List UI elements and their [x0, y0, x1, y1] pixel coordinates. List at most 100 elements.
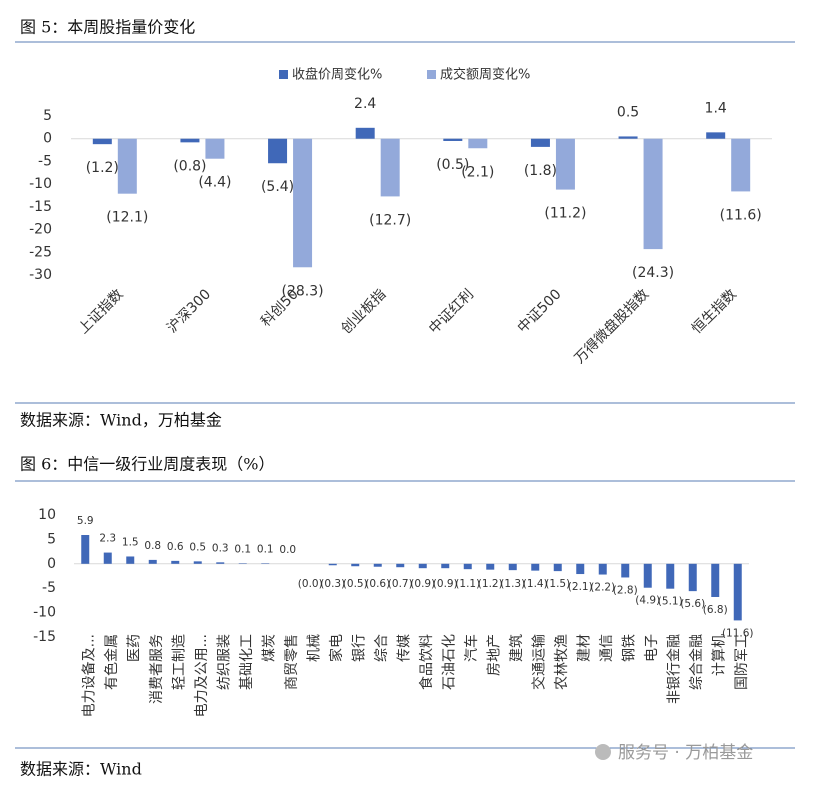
value-label: 0.6 [167, 541, 184, 553]
bar [706, 132, 726, 139]
x-tick-label: 石油石化 [441, 634, 457, 690]
bar [180, 138, 200, 143]
bar [126, 556, 135, 564]
x-tick-label: 综合 [374, 634, 390, 662]
value-label: (0.6) [365, 578, 390, 590]
value-label: (2.1) [461, 164, 494, 180]
bar [468, 138, 488, 149]
y-tick-label: -20 [29, 222, 52, 238]
value-label: (2.8) [613, 584, 638, 596]
bar [355, 127, 375, 139]
bar [81, 535, 90, 564]
bar [293, 138, 313, 268]
bar [443, 138, 463, 141]
x-tick-label: 煤炭 [261, 634, 277, 662]
bar [643, 563, 652, 588]
y-tick-label: -10 [33, 605, 56, 621]
bar [731, 138, 751, 192]
bar [268, 138, 288, 164]
bar [688, 563, 697, 592]
watermark-icon [595, 744, 611, 760]
bar [380, 138, 400, 197]
value-label: (5.6) [680, 598, 705, 610]
y-tick-label: 5 [43, 108, 52, 124]
bar [598, 563, 607, 575]
bar [576, 563, 585, 575]
x-tick-label: 科创50 [258, 286, 302, 330]
bar [148, 559, 157, 564]
y-tick-label: 0 [47, 556, 56, 572]
legend-label: 成交额周变化% [440, 67, 530, 83]
bar [643, 138, 663, 250]
bar [205, 138, 225, 159]
value-label: (0.3) [320, 578, 345, 590]
x-tick-label: 上证指数 [76, 286, 127, 337]
value-label: (1.3) [500, 578, 525, 590]
value-label: (5.4) [261, 179, 294, 195]
bar [733, 563, 742, 621]
value-label: (0.9) [433, 578, 458, 590]
value-label: 0.8 [144, 540, 161, 552]
bar [193, 561, 202, 564]
value-label: (1.1) [455, 578, 480, 590]
bar [553, 563, 562, 572]
bar [171, 560, 180, 564]
value-label: (0.5) [343, 578, 368, 590]
source: 数据来源：Wind [20, 760, 142, 779]
x-tick-label: 中证红利 [426, 286, 477, 337]
bar [530, 138, 550, 147]
x-tick-label: 家电 [328, 634, 345, 662]
value-label: (24.3) [632, 265, 674, 281]
bar [103, 552, 112, 564]
value-label: 5.9 [77, 515, 94, 527]
value-label: (4.4) [198, 175, 231, 191]
x-tick-label: 农林牧渔 [554, 634, 570, 690]
source: 数据来源：Wind，万柏基金 [20, 411, 222, 430]
value-label: (11.2) [544, 206, 586, 222]
x-tick-label: 汽车 [463, 634, 480, 662]
value-label: 0.1 [257, 543, 274, 555]
x-tick-label: 商贸零售 [284, 634, 300, 690]
figure-title: 图 5：本周股指量价变化 [20, 18, 195, 37]
value-label: 0.0 [279, 544, 296, 556]
watermark: 服务号 · 万柏基金 [618, 743, 753, 763]
value-label: (28.3) [282, 283, 324, 299]
bar [618, 136, 638, 139]
bar [328, 563, 337, 566]
value-label: (5.1) [658, 596, 683, 608]
x-tick-label: 综合金融 [689, 634, 705, 690]
value-label: (1.4) [523, 578, 548, 590]
x-tick-label: 恒生指数 [689, 286, 740, 337]
value-label: (11.6) [722, 627, 754, 639]
x-tick-label: 钢铁 [621, 634, 637, 662]
y-tick-label: -10 [29, 176, 52, 192]
y-tick-label: -5 [42, 580, 56, 596]
value-label: 0.1 [234, 543, 251, 555]
x-tick-label: 电力设备及... [80, 634, 97, 717]
bar [216, 562, 225, 564]
value-label: (1.8) [524, 163, 557, 179]
value-label: 1.5 [122, 536, 139, 548]
value-label: 0.3 [212, 542, 229, 554]
x-tick-label: 创业板指 [338, 286, 389, 337]
bar [441, 563, 450, 569]
x-tick-label: 国防军工 [734, 634, 750, 690]
y-tick-label: -30 [29, 267, 52, 283]
x-tick-label: 医药 [126, 634, 142, 662]
y-tick-label: 0 [43, 131, 52, 147]
bar [621, 563, 630, 578]
bar [508, 563, 517, 571]
x-tick-label: 银行 [351, 634, 367, 662]
bar [486, 563, 495, 570]
value-label: 2.4 [354, 96, 376, 112]
x-tick-label: 传媒 [396, 634, 412, 662]
x-tick-label: 食品饮料 [418, 634, 435, 690]
x-tick-label: 消费者服务 [149, 634, 165, 704]
x-tick-label: 沪深300 [164, 286, 214, 336]
value-label: 2.3 [99, 533, 116, 545]
bar [373, 563, 382, 567]
bar [418, 563, 427, 569]
x-tick-label: 计算机 [711, 634, 727, 676]
bar [463, 563, 472, 570]
